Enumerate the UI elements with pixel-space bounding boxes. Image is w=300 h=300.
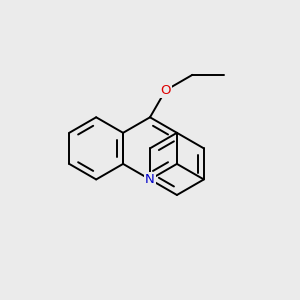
Text: N: N	[145, 173, 155, 186]
Text: O: O	[160, 84, 171, 97]
